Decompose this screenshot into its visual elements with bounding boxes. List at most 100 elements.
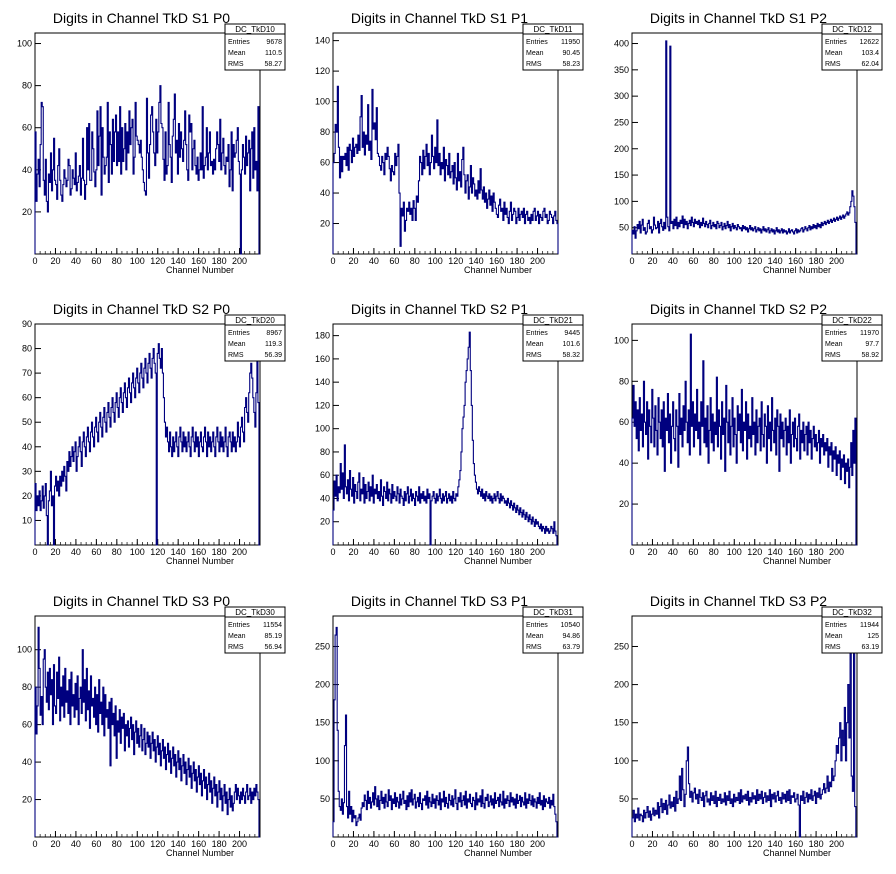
stats-mean-label: Mean: [228, 633, 246, 640]
y-tick-label: 60: [22, 720, 32, 730]
histogram-pad-4: Digits in Channel TkD S2 P0 0 20 40 60 80 100 1…: [22, 301, 286, 566]
stats-rms-value: 56.39: [264, 352, 282, 359]
x-tick-label: 200: [530, 256, 545, 266]
stats-rms-value: 63.79: [562, 644, 580, 651]
y-tick-label: 180: [315, 331, 330, 341]
stats-box: DC_TkD10 Entries 9678 Mean 110.5 RMS 58.27: [224, 23, 286, 71]
stats-box-frame: [821, 23, 883, 71]
x-tick-label: 40: [369, 547, 379, 557]
histogram-pad-3: Digits in Channel TkD S1 P2 0 20 40 60 80 100 1…: [614, 10, 883, 275]
x-tick-label: 140: [171, 547, 186, 557]
x-tick-label: 60: [688, 256, 698, 266]
x-tick-label: 80: [112, 547, 122, 557]
x-tick-label: 200: [530, 839, 545, 849]
chart-title: Digits in Channel TkD S3 P0: [53, 593, 230, 609]
y-tick-label: 150: [614, 170, 629, 180]
x-tick-label: 160: [489, 839, 504, 849]
histogram-pad-9: Digits in Channel TkD S3 P2 0 20 40 60 80 100 1…: [614, 593, 883, 858]
y-tick-label: 100: [614, 196, 629, 206]
x-tick-label: 0: [330, 839, 335, 849]
stats-histogram-name: DC_TkD22: [832, 316, 872, 325]
x-tick-label: 20: [348, 256, 358, 266]
histogram-series: [34, 343, 260, 546]
histogram-series: [631, 333, 857, 546]
stats-box: DC_TkD31 Entries 10540 Mean 94.86 RMS 63.79: [522, 606, 584, 654]
x-tick-label: 140: [469, 839, 484, 849]
x-tick-label: 180: [809, 839, 824, 849]
stats-box-frame: [224, 314, 286, 362]
y-tick-label: 40: [320, 493, 330, 503]
x-tick-label: 40: [668, 839, 678, 849]
stats-rms-label: RMS: [825, 644, 841, 651]
y-tick-label: 80: [22, 682, 32, 692]
histogram-pad-1: Digits in Channel TkD S1 P0 0 20 40 60 80 100 1…: [17, 10, 286, 275]
x-tick-label: 200: [232, 839, 247, 849]
x-axis-label: Channel Number: [763, 848, 831, 858]
stats-rms-label: RMS: [228, 644, 244, 651]
x-tick-label: 60: [91, 839, 101, 849]
histogram-series: [34, 85, 260, 255]
histogram-pad-5: Digits in Channel TkD S2 P1 0 20 40 60 80 100 1…: [315, 301, 584, 566]
y-tick-label: 100: [614, 335, 629, 345]
stats-rms-value: 58.32: [562, 352, 580, 359]
stats-entries-label: Entries: [228, 622, 250, 629]
stats-box-frame: [522, 606, 584, 654]
x-tick-label: 100: [428, 839, 443, 849]
x-axis-label: Channel Number: [166, 556, 234, 566]
y-tick-label: 40: [22, 442, 32, 452]
histogram-pad-6: Digits in Channel TkD S2 P2 0 20 40 60 80 100 1…: [614, 301, 883, 566]
x-tick-label: 100: [727, 839, 742, 849]
chart-title: Digits in Channel TkD S1 P0: [53, 10, 230, 26]
x-axis-label: Channel Number: [464, 556, 532, 566]
stats-rms-value: 58.23: [562, 61, 580, 68]
x-tick-label: 100: [727, 256, 742, 266]
stats-entries-value: 9678: [266, 39, 282, 46]
stats-rms-value: 58.27: [264, 61, 282, 68]
y-tick-label: 250: [614, 117, 629, 127]
y-tick-label: 200: [614, 144, 629, 154]
stats-mean-value: 90.45: [562, 50, 580, 57]
stats-box-frame: [821, 314, 883, 362]
x-tick-label: 160: [788, 256, 803, 266]
y-tick-label: 150: [315, 718, 330, 728]
histogram-pad-2: Digits in Channel TkD S1 P1 0 20 40 60 80 100 1…: [315, 10, 584, 275]
stats-entries-label: Entries: [825, 330, 847, 337]
x-tick-label: 60: [91, 547, 101, 557]
y-tick-label: 10: [22, 515, 32, 525]
stats-entries-value: 10540: [561, 622, 581, 629]
histogram-series: [631, 40, 857, 255]
x-tick-label: 120: [448, 839, 463, 849]
x-tick-label: 80: [112, 256, 122, 266]
x-tick-label: 140: [469, 256, 484, 266]
x-tick-label: 160: [489, 547, 504, 557]
y-tick-label: 80: [320, 127, 330, 137]
x-tick-label: 40: [369, 256, 379, 266]
stats-rms-label: RMS: [825, 61, 841, 68]
stats-mean-value: 103.4: [861, 50, 879, 57]
x-tick-label: 40: [668, 547, 678, 557]
x-tick-label: 60: [688, 547, 698, 557]
y-tick-label: 300: [614, 91, 629, 101]
x-tick-label: 160: [788, 547, 803, 557]
stats-rms-value: 63.19: [861, 644, 879, 651]
y-tick-label: 140: [315, 36, 330, 46]
x-tick-label: 140: [768, 839, 783, 849]
x-tick-label: 80: [410, 547, 420, 557]
y-tick-label: 80: [619, 376, 629, 386]
y-tick-label: 50: [22, 417, 32, 427]
stats-entries-value: 9445: [564, 330, 580, 337]
x-tick-label: 200: [232, 256, 247, 266]
x-tick-label: 60: [389, 547, 399, 557]
y-tick-label: 60: [320, 470, 330, 480]
stats-mean-label: Mean: [825, 633, 843, 640]
x-tick-label: 60: [91, 256, 101, 266]
x-tick-label: 20: [50, 256, 60, 266]
x-tick-label: 0: [32, 256, 37, 266]
x-tick-label: 120: [150, 547, 165, 557]
chart-title: Digits in Channel TkD S1 P2: [650, 10, 827, 26]
x-tick-label: 160: [191, 547, 206, 557]
x-tick-label: 100: [130, 256, 145, 266]
x-tick-label: 0: [629, 839, 634, 849]
stats-mean-label: Mean: [526, 50, 544, 57]
x-tick-label: 120: [150, 839, 165, 849]
